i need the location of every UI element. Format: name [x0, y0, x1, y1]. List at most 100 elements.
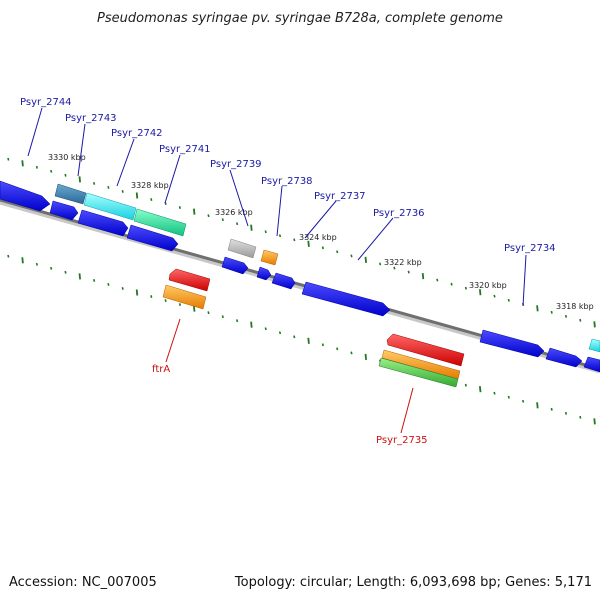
- tick-mark: [350, 351, 353, 355]
- tick-mark: [307, 240, 310, 247]
- tick-mark: [321, 246, 324, 250]
- tick-mark: [536, 305, 539, 312]
- tick-mark: [479, 289, 482, 296]
- tick-mark: [164, 299, 167, 302]
- tick-mark: [93, 182, 96, 185]
- tick-mark: [336, 250, 339, 254]
- cds-arrow[interactable]: [545, 347, 583, 368]
- tick-mark: [7, 157, 10, 161]
- tick-mark: [178, 303, 181, 306]
- tick-mark: [550, 407, 553, 411]
- tick-mark: [321, 343, 324, 347]
- tick-mark: [450, 282, 453, 286]
- tick-mark: [236, 222, 239, 226]
- cds-arrow[interactable]: [271, 272, 296, 290]
- gene-bar-teal[interactable]: [54, 183, 87, 205]
- accession-text: Accession: NC_007005: [9, 575, 157, 590]
- tick-mark: [522, 399, 525, 403]
- tick-mark: [93, 279, 96, 282]
- gene-labels: Psyr_2744 Psyr_2743 Psyr_2742 Psyr_2741 …: [20, 97, 556, 446]
- gene-bar-orange[interactable]: [260, 249, 279, 266]
- tick-mark: [221, 315, 224, 319]
- tick-mark: [293, 238, 296, 242]
- tick-mark: [107, 186, 110, 189]
- tick-mark: [21, 257, 24, 264]
- cds-arrow[interactable]: [77, 209, 129, 237]
- gene-label-psyr-2742[interactable]: Psyr_2742: [111, 128, 163, 139]
- tick-mark: [379, 262, 382, 266]
- gene-label-psyr-2738[interactable]: Psyr_2738: [261, 176, 313, 187]
- gene-label-psyr-2736[interactable]: Psyr_2736: [373, 208, 425, 219]
- tick-mark: [250, 321, 253, 328]
- tick-mark: [207, 214, 210, 218]
- tick-mark: [264, 230, 267, 234]
- gene-bar-orange[interactable]: [162, 284, 207, 310]
- tick-mark: [64, 270, 67, 274]
- gene-label-psyr-2743[interactable]: Psyr_2743: [65, 113, 117, 124]
- tick-mark: [407, 270, 410, 274]
- tick-mark: [393, 266, 396, 270]
- gene-label-psyr-2734[interactable]: Psyr_2734: [504, 243, 556, 254]
- tick-mark: [50, 266, 53, 270]
- tick-mark: [436, 278, 439, 282]
- gene-label-psyr-2735[interactable]: Psyr_2735: [376, 435, 428, 446]
- tick-mark: [178, 206, 181, 209]
- label-leaders: [27, 107, 527, 307]
- tick-mark: [121, 287, 124, 290]
- cds-arrow[interactable]: [0, 180, 51, 212]
- gene-label-ftra[interactable]: ftrA: [152, 364, 170, 375]
- kbp-label-3328: 3328 kbp: [131, 181, 169, 190]
- tick-mark: [78, 176, 81, 183]
- cds-arrow-red[interactable]: [168, 268, 211, 292]
- gene-label-psyr-2739[interactable]: Psyr_2739: [210, 159, 262, 170]
- gene-label-psyr-2741[interactable]: Psyr_2741: [159, 144, 211, 155]
- gene-bar-cyan[interactable]: [83, 192, 137, 221]
- gene-bar-gray[interactable]: [227, 238, 257, 259]
- tick-mark: [78, 273, 81, 280]
- gene-label-psyr-2737[interactable]: Psyr_2737: [314, 191, 366, 202]
- tick-mark: [350, 254, 353, 258]
- cds-arrow[interactable]: [126, 224, 179, 252]
- gene-label-psyr-2744[interactable]: Psyr_2744: [20, 97, 72, 108]
- tick-mark: [64, 173, 67, 177]
- cds-arrow[interactable]: [221, 256, 249, 275]
- cds-arrow[interactable]: [479, 329, 545, 358]
- tick-mark: [135, 192, 139, 199]
- tick-mark: [579, 415, 582, 419]
- tick-mark: [236, 319, 239, 323]
- tick-mark: [464, 383, 467, 387]
- tick-mark: [336, 347, 339, 351]
- cds-arrow-red[interactable]: [386, 333, 465, 367]
- tick-mark: [593, 321, 596, 328]
- tick-mark: [579, 318, 582, 322]
- tick-mark: [278, 234, 282, 238]
- tick-mark: [536, 402, 539, 409]
- tick-mark: [364, 353, 367, 360]
- genome-summary: Topology: circular; Length: 6,093,698 bp…: [234, 575, 592, 590]
- tick-mark: [150, 295, 153, 298]
- kbp-label-3330: 3330 kbp: [48, 153, 86, 162]
- gene-bar-green[interactable]: [378, 357, 459, 388]
- cds-arrow[interactable]: [583, 356, 600, 373]
- cds-arrow-cyan[interactable]: [588, 338, 600, 353]
- tick-mark: [7, 254, 10, 258]
- tick-mark: [493, 294, 496, 298]
- tick-mark: [207, 311, 210, 315]
- cds-arrow[interactable]: [301, 281, 391, 317]
- tick-mark: [464, 286, 467, 290]
- gene-bar-green[interactable]: [133, 208, 187, 237]
- cds-arrow[interactable]: [256, 266, 272, 281]
- scale-labels: 3330 kbp 3328 kbp 3326 kbp 3324 kbp 3322…: [48, 153, 594, 311]
- tick-mark: [564, 411, 568, 415]
- kbp-label-3326: 3326 kbp: [215, 208, 253, 217]
- tick-mark: [421, 273, 425, 280]
- tick-mark: [278, 331, 282, 335]
- cds-arrow[interactable]: [49, 200, 79, 221]
- tick-mark: [35, 262, 38, 266]
- tick-mark: [35, 165, 38, 169]
- tick-mark: [250, 224, 253, 231]
- reverse-label-leaders: [165, 318, 414, 434]
- tick-mark: [264, 327, 267, 331]
- tick-mark: [135, 289, 139, 296]
